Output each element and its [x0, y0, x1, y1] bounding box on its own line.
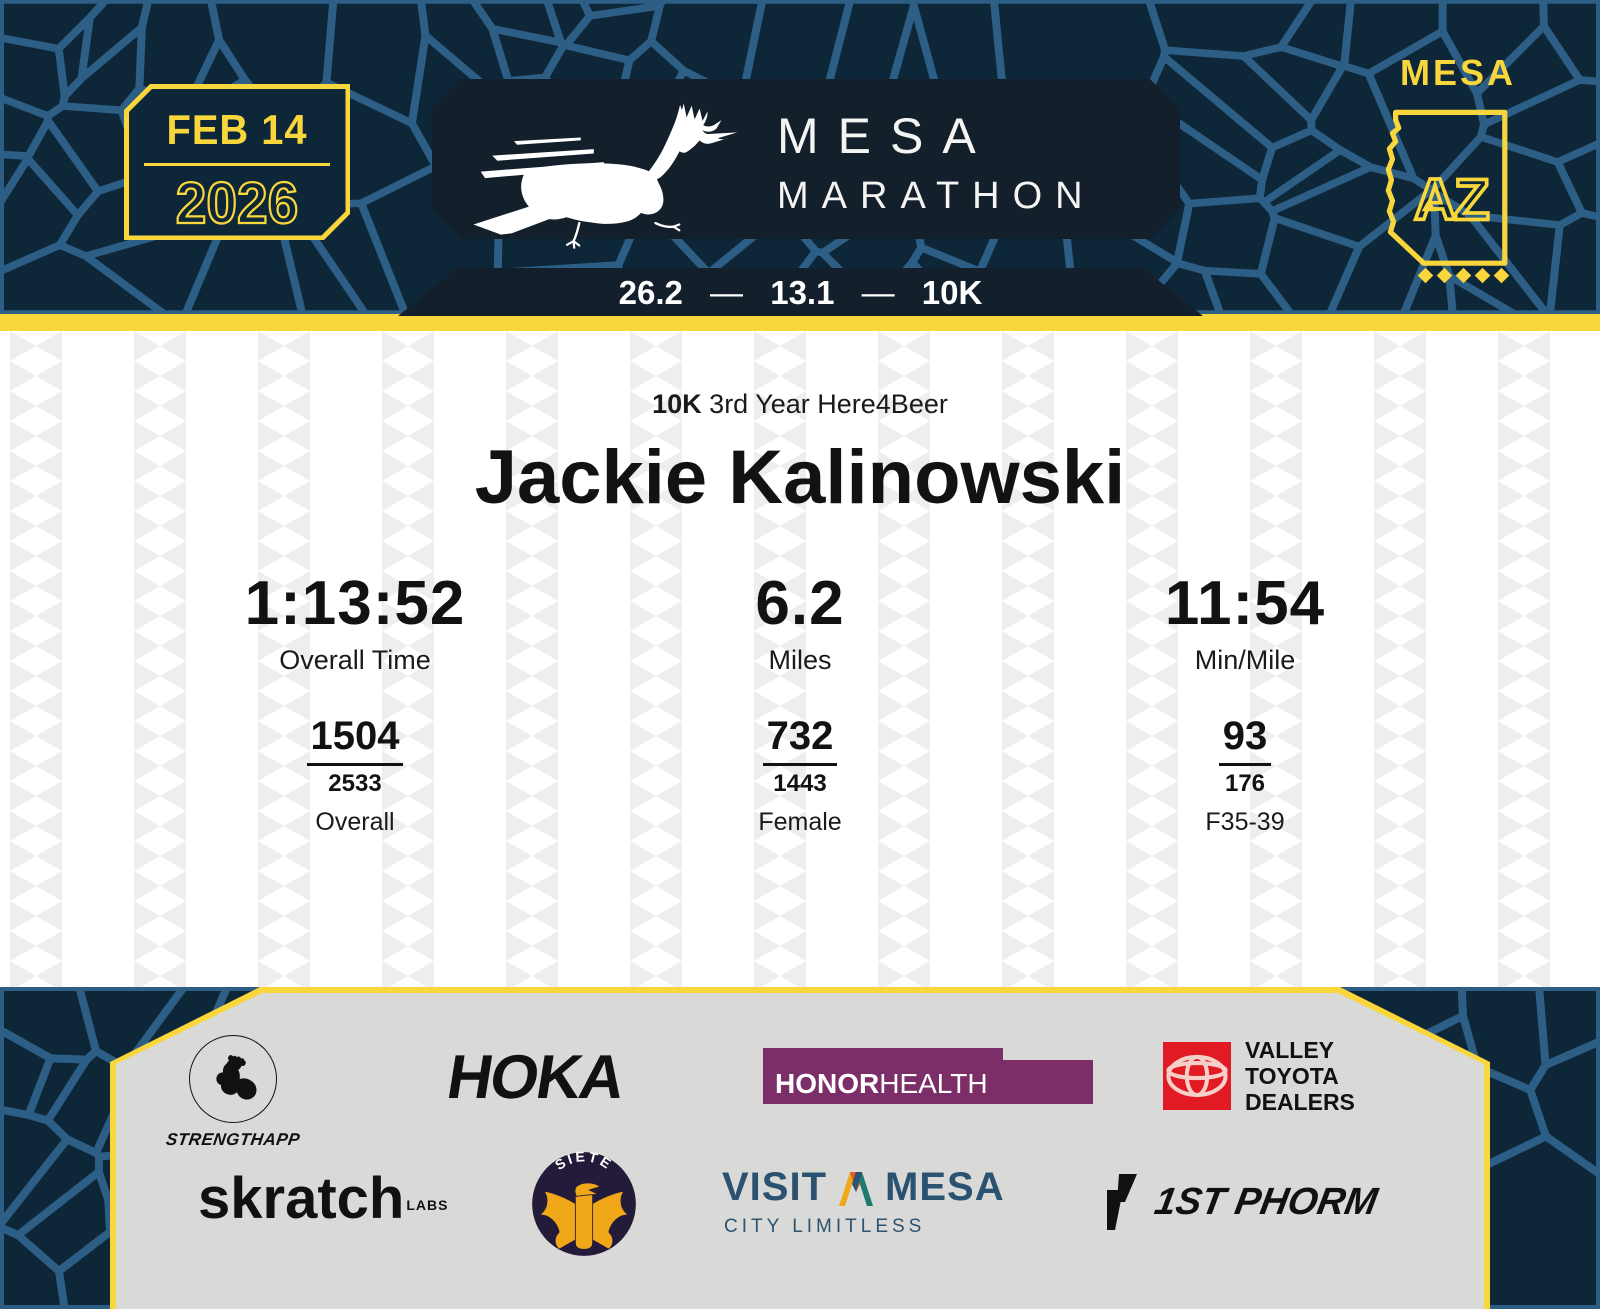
- svg-text:AZ: AZ: [1414, 168, 1488, 233]
